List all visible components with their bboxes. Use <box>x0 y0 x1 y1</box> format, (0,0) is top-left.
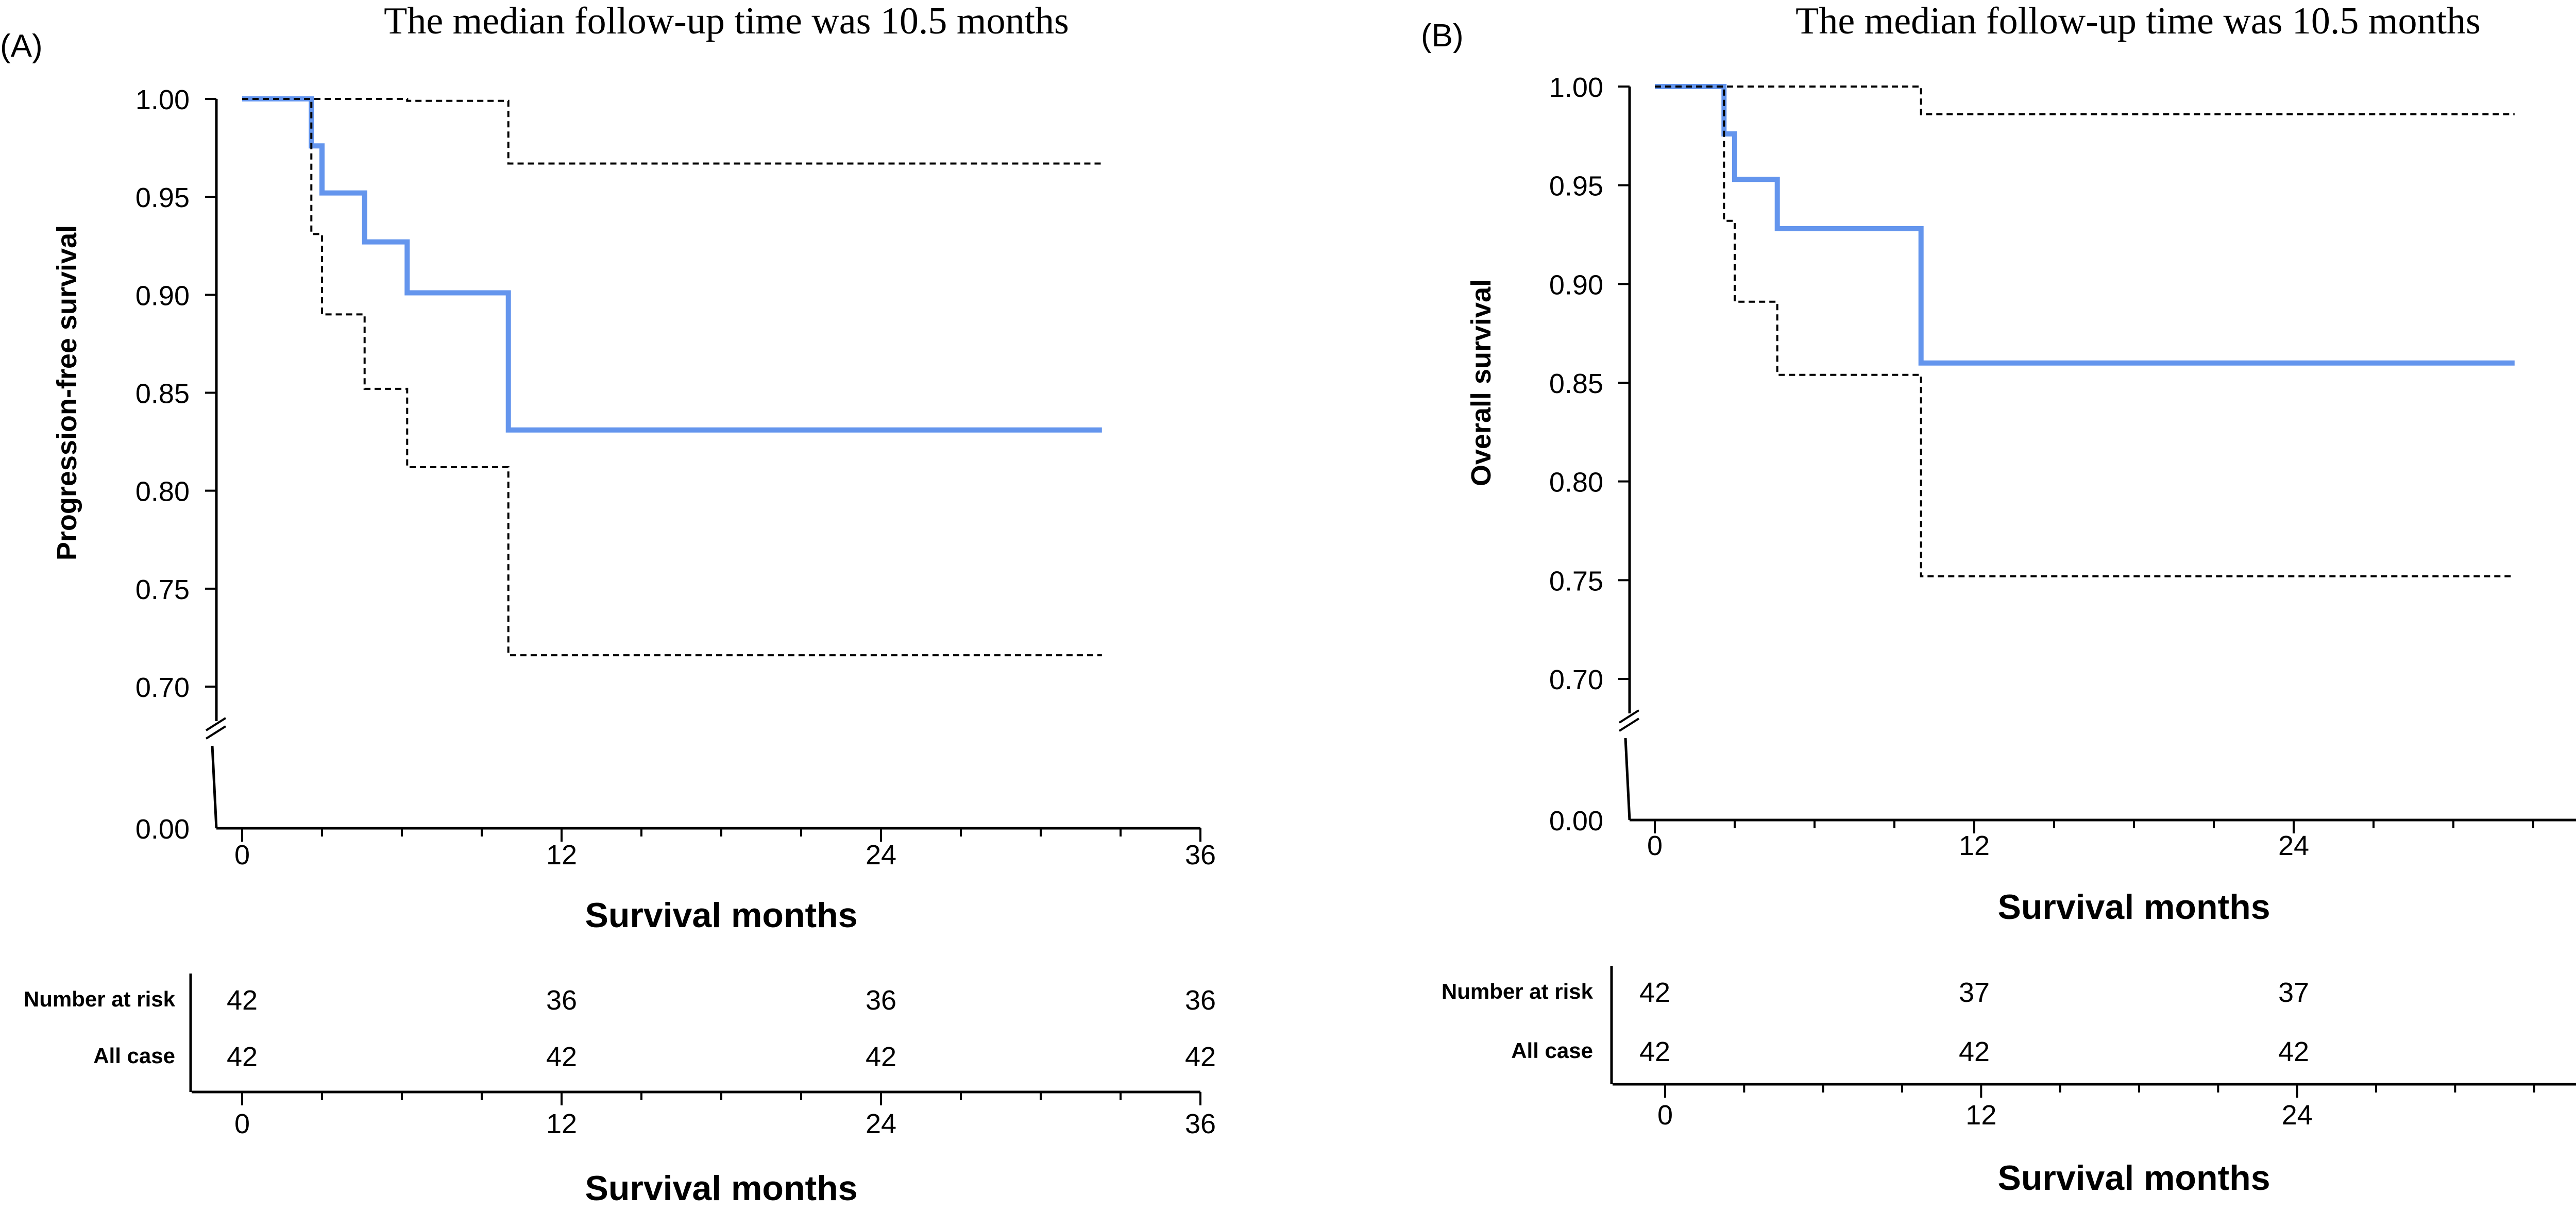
x-tick-label: 12 <box>546 840 577 870</box>
y-tick-label: 0.90 <box>1549 269 1603 300</box>
y-tick-label: 0.85 <box>1549 368 1603 399</box>
risk-value: 42 <box>227 1042 258 1072</box>
y-axis-label: Overall survival <box>1466 279 1497 486</box>
survival-curve <box>242 96 1102 433</box>
y-axis-line-lower <box>1624 738 1631 821</box>
x-tick-label: 36 <box>1185 840 1216 870</box>
x-tick-label: 12 <box>1959 830 1990 861</box>
risk-axis-tick-label: 36 <box>1185 1108 1216 1139</box>
axis-break-mark <box>1618 709 1640 724</box>
risk-axis-label: Survival months <box>1997 1158 2270 1198</box>
x-tick-label: 24 <box>866 840 896 870</box>
risk-axis-tick-label: 24 <box>866 1108 896 1139</box>
ci-lower-line <box>242 98 1102 657</box>
risk-value: 37 <box>2278 977 2309 1008</box>
y-tick-label: 0.95 <box>135 182 190 213</box>
risk-row-label: Number at risk <box>24 987 176 1011</box>
y-tick-label: 0.70 <box>135 672 190 703</box>
risk-axis-tick-label: 0 <box>1657 1100 1673 1131</box>
axis-break-mark <box>205 717 227 731</box>
ci-upper-line <box>1655 86 2515 115</box>
axis-break-mark <box>1618 718 1640 732</box>
y-tick-label: 0.00 <box>135 814 190 845</box>
risk-row-label: All case <box>1511 1038 1593 1063</box>
risk-axis-tick-label: 12 <box>546 1108 577 1139</box>
x-tick-label: 24 <box>2278 830 2309 861</box>
x-tick-label: 0 <box>1647 830 1663 861</box>
risk-value: 42 <box>1185 1042 1216 1072</box>
y-tick-label: 0.85 <box>135 379 190 409</box>
risk-value: 42 <box>1639 1036 1670 1067</box>
y-tick-label: 1.00 <box>135 84 190 115</box>
panel-label: (A) <box>0 28 43 64</box>
risk-axis-tick-label: 0 <box>234 1108 250 1139</box>
y-tick-label: 0.90 <box>135 280 190 311</box>
y-tick-label: 0.75 <box>1549 566 1603 596</box>
y-tick-label: 0.80 <box>1549 467 1603 498</box>
risk-value: 42 <box>1959 1036 1990 1067</box>
chart-title: The median follow-up time was 10.5 month… <box>384 0 1069 42</box>
risk-row-label: Number at risk <box>1442 979 1594 1003</box>
x-tick-label: 0 <box>234 840 250 870</box>
y-tick-label: 0.00 <box>1549 806 1603 837</box>
y-tick-label: 0.95 <box>1549 171 1603 202</box>
y-tick-label: 0.75 <box>135 574 190 605</box>
risk-axis-label: Survival months <box>585 1169 857 1208</box>
panel-label: (B) <box>1421 18 1464 54</box>
chart-panel-b: (B) The median follow-up time was 10.5 mo… <box>1421 0 2576 1198</box>
risk-value: 42 <box>2278 1036 2309 1067</box>
y-axis-label: Progression-free survival <box>52 225 82 560</box>
ci-lower-line <box>1655 86 2515 577</box>
risk-value: 42 <box>227 985 258 1016</box>
risk-value: 36 <box>866 985 896 1016</box>
ci-upper-line <box>242 98 1102 165</box>
risk-value: 42 <box>546 1042 577 1072</box>
risk-axis-tick-label: 12 <box>1965 1100 1996 1131</box>
risk-value: 36 <box>1185 985 1216 1016</box>
x-axis-label: Survival months <box>1997 887 2270 927</box>
y-tick-label: 1.00 <box>1549 72 1603 103</box>
risk-value: 36 <box>546 985 577 1016</box>
y-axis-line-lower <box>211 745 218 829</box>
risk-axis-tick-label: 24 <box>2282 1100 2313 1131</box>
axis-break-mark <box>205 725 227 740</box>
risk-value: 42 <box>866 1042 896 1072</box>
risk-value: 42 <box>1639 977 1670 1008</box>
chart-title: The median follow-up time was 10.5 month… <box>1795 0 2481 42</box>
y-tick-label: 0.80 <box>135 476 190 507</box>
risk-value: 37 <box>1959 977 1990 1008</box>
chart-panel-a: (A) The median follow-up time was 10.5 mo… <box>0 0 1216 1208</box>
y-tick-label: 0.70 <box>1549 664 1603 695</box>
risk-row-label: All case <box>93 1044 175 1068</box>
x-axis-label: Survival months <box>585 896 857 935</box>
survival-curve <box>1655 84 2515 366</box>
